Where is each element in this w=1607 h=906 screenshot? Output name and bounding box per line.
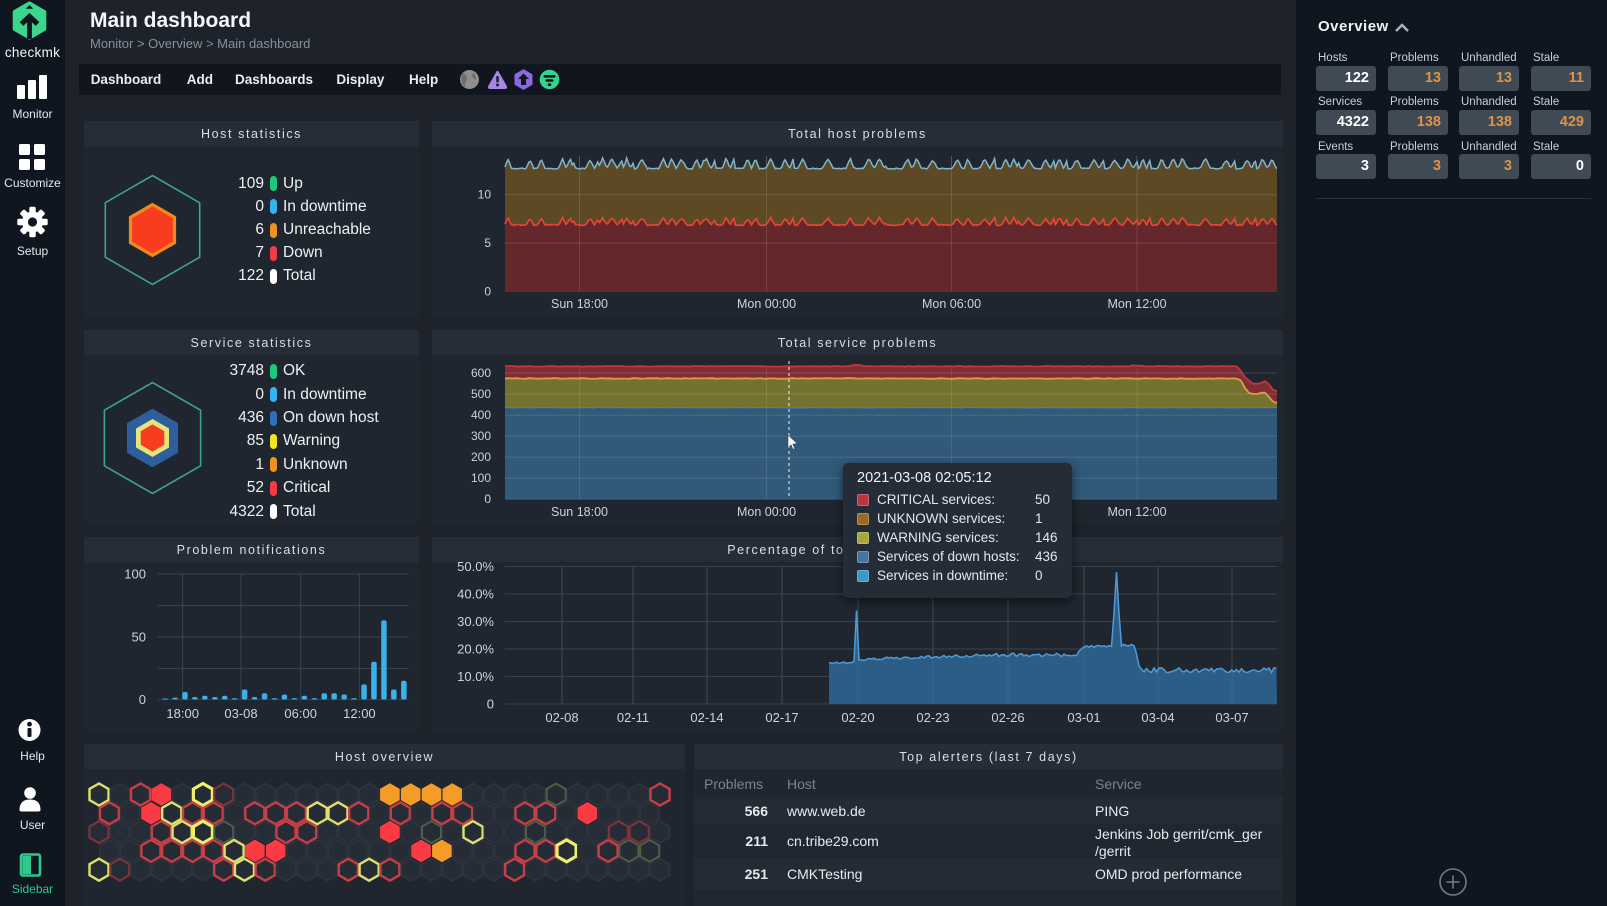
svg-text:100: 100 — [471, 471, 491, 485]
svg-text:40.0%: 40.0% — [457, 587, 494, 602]
svg-text:50: 50 — [132, 630, 146, 645]
svg-text:03-08: 03-08 — [224, 706, 257, 721]
svg-text:20.0%: 20.0% — [457, 642, 494, 657]
svg-text:02-11: 02-11 — [617, 710, 649, 725]
svg-text:Sun 18:00: Sun 18:00 — [551, 297, 608, 311]
svg-text:02-14: 02-14 — [690, 710, 723, 725]
svg-text:Mon 12:00: Mon 12:00 — [1107, 297, 1166, 311]
svg-text:0: 0 — [487, 697, 494, 712]
svg-text:300: 300 — [471, 429, 491, 443]
svg-text:5: 5 — [484, 236, 491, 250]
svg-text:10.0%: 10.0% — [457, 669, 494, 684]
svg-text:12:00: 12:00 — [343, 706, 376, 721]
svg-text:02-17: 02-17 — [765, 710, 798, 725]
svg-text:400: 400 — [471, 408, 491, 422]
svg-text:Mon 00:00: Mon 00:00 — [737, 505, 796, 519]
svg-text:500: 500 — [471, 387, 491, 401]
svg-text:200: 200 — [471, 450, 491, 464]
svg-text:Mon 00:00: Mon 00:00 — [737, 297, 796, 311]
svg-text:0: 0 — [484, 285, 491, 299]
svg-text:Sun 18:00: Sun 18:00 — [551, 505, 608, 519]
svg-text:03-01: 03-01 — [1067, 710, 1100, 725]
svg-text:100: 100 — [124, 567, 146, 582]
svg-text:02-08: 02-08 — [545, 710, 578, 725]
svg-text:0: 0 — [484, 492, 491, 506]
svg-text:10: 10 — [478, 188, 492, 202]
svg-text:02-26: 02-26 — [991, 710, 1024, 725]
svg-text:02-23: 02-23 — [916, 710, 949, 725]
svg-text:600: 600 — [471, 366, 491, 380]
svg-text:0: 0 — [139, 692, 146, 707]
svg-text:50.0%: 50.0% — [457, 562, 494, 574]
svg-text:Mon 06:00: Mon 06:00 — [922, 297, 981, 311]
svg-text:03-04: 03-04 — [1141, 710, 1174, 725]
svg-text:03-07: 03-07 — [1215, 710, 1248, 725]
svg-text:02-20: 02-20 — [841, 710, 874, 725]
svg-text:30.0%: 30.0% — [457, 614, 494, 629]
svg-text:06:00: 06:00 — [284, 706, 317, 721]
svg-text:Mon 12:00: Mon 12:00 — [1107, 505, 1166, 519]
svg-text:18:00: 18:00 — [166, 706, 199, 721]
